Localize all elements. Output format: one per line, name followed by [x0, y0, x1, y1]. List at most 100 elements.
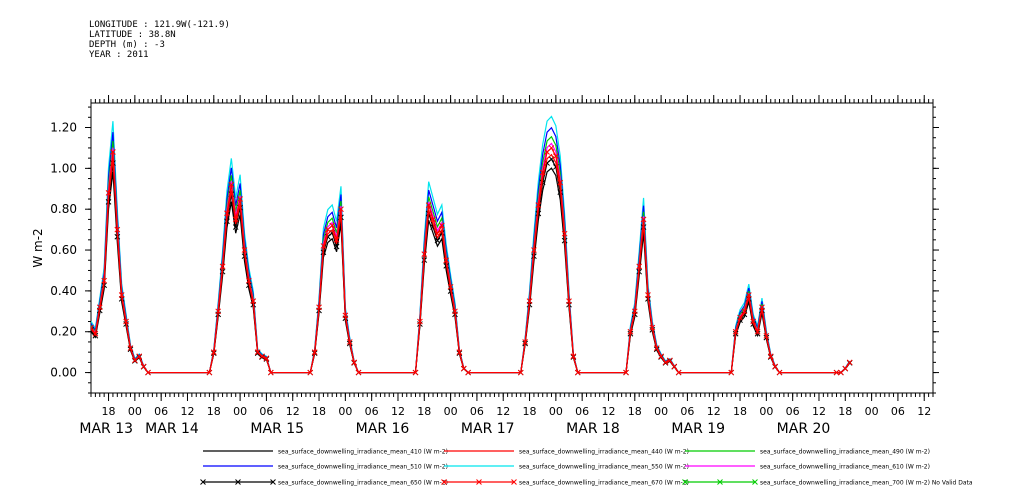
- x-hour-label: 06: [680, 405, 694, 418]
- series-group: [91, 115, 853, 376]
- series-line-7: [91, 158, 851, 374]
- x-hour-label: 12: [812, 405, 826, 418]
- series-marker-8: [566, 298, 572, 304]
- series-marker-8: [232, 216, 239, 223]
- series-marker-8: [342, 312, 349, 319]
- series-marker-8: [535, 202, 542, 208]
- series-marker-8: [136, 353, 143, 360]
- x-hour-label: 18: [628, 405, 642, 418]
- series-marker-8: [101, 277, 108, 284]
- y-tick-label: 0.80: [50, 202, 77, 216]
- series-marker-8: [842, 365, 849, 372]
- x-hour-label: 12: [286, 405, 300, 418]
- metadata-header: LONGITUDE : 121.9W(-121.9) LATITUDE : 38…: [89, 20, 230, 60]
- series-marker-8: [425, 202, 432, 208]
- x-hour-label: 06: [891, 405, 905, 418]
- series-marker-8: [355, 369, 362, 376]
- x-hour-label: 00: [654, 405, 668, 418]
- latitude-text: LATITUDE : 38.8N: [89, 30, 176, 40]
- year-text: YEAR : 2011: [89, 50, 149, 60]
- depth-text: DEPTH (m) : -3: [89, 40, 165, 50]
- series-marker-8: [447, 283, 454, 290]
- series-marker-8: [412, 369, 419, 376]
- series-marker-8: [838, 369, 844, 376]
- series-marker-8: [675, 369, 682, 376]
- x-date-label: MAR 13: [79, 421, 133, 437]
- series-marker-8: [324, 226, 331, 233]
- series-marker-8: [105, 190, 112, 196]
- series-marker-8: [833, 369, 840, 376]
- x-date-label: MAR 19: [671, 421, 725, 437]
- series-marker-8: [732, 328, 739, 335]
- series-line-2: [91, 153, 851, 374]
- y-axis-label: W m-2: [31, 228, 45, 267]
- series-marker-8: [465, 369, 471, 376]
- series-marker-8: [452, 308, 458, 315]
- x-hour-label: 06: [786, 405, 800, 418]
- longitude-text: LONGITUDE : 121.9W(-121.9): [89, 20, 230, 30]
- series-marker-8: [307, 369, 314, 376]
- series-marker-8: [263, 355, 270, 362]
- series-marker-8: [346, 339, 353, 345]
- x-hour-label: 12: [496, 405, 510, 418]
- series-marker-8: [259, 353, 265, 360]
- series-marker-8: [118, 292, 125, 298]
- series-marker-8: [627, 328, 634, 335]
- series-marker-8: [667, 357, 673, 364]
- series-marker-8: [517, 369, 524, 376]
- y-tick-label: 0.20: [50, 325, 77, 339]
- series-marker-8: [421, 251, 428, 257]
- series-marker-8: [417, 318, 423, 325]
- series-marker-8: [145, 369, 151, 376]
- y-tick-label: 0.40: [50, 284, 77, 298]
- series-marker-8: [92, 330, 99, 337]
- series-marker-8: [329, 222, 336, 229]
- series-marker-8: [623, 369, 629, 376]
- series-marker-8: [636, 263, 643, 270]
- series-marker-8: [574, 369, 581, 376]
- plot-frame: [90, 102, 934, 394]
- x-hour-label: 18: [207, 405, 221, 418]
- series-marker-8: [662, 359, 669, 366]
- series-marker-8: [649, 324, 656, 331]
- series-marker-8: [267, 369, 274, 376]
- series-marker-8: [548, 145, 555, 151]
- series-marker-8: [254, 349, 261, 356]
- x-hour-label: 12: [601, 405, 615, 418]
- series-line-8: [91, 146, 851, 374]
- series-marker-8: [526, 298, 533, 304]
- series-marker-8: [631, 308, 638, 315]
- series-marker-8: [250, 298, 257, 304]
- x-hour-label: 06: [259, 405, 273, 418]
- series-marker-8: [127, 345, 134, 351]
- x-hour-label: 12: [391, 405, 405, 418]
- series-marker-8: [123, 318, 129, 325]
- y-tick-label: 1.20: [50, 121, 77, 135]
- x-hour-label: 06: [575, 405, 589, 418]
- series-marker-7: [434, 237, 441, 244]
- series-marker-8: [745, 292, 752, 298]
- series-marker-8: [653, 345, 660, 351]
- series-marker-8: [311, 349, 318, 356]
- series-marker-8: [351, 359, 357, 366]
- x-hour-label: 18: [102, 405, 116, 418]
- series-marker-8: [320, 243, 327, 249]
- series-marker-8: [132, 357, 138, 364]
- series-marker-8: [750, 318, 757, 325]
- series-marker-8: [228, 181, 235, 188]
- series-marker-8: [658, 353, 664, 360]
- series-marker-8: [438, 222, 445, 229]
- x-hour-label: 18: [838, 405, 852, 418]
- x-hour-label: 18: [417, 405, 431, 418]
- x-date-label: MAR 16: [356, 421, 410, 437]
- series-marker-8: [539, 169, 546, 176]
- x-hour-label: 00: [338, 405, 352, 418]
- series-marker-8: [430, 216, 436, 223]
- series-marker-8: [246, 277, 252, 284]
- series-marker-8: [754, 328, 761, 335]
- series-marker-8: [316, 304, 322, 311]
- series-marker-8: [96, 304, 103, 311]
- x-hour-label: 12: [917, 405, 931, 418]
- series-marker-8: [640, 216, 647, 223]
